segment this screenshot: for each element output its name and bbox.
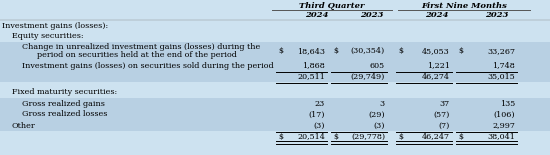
Text: 1,748: 1,748 (492, 62, 515, 69)
Text: Change in unrealized investment gains (losses) during the: Change in unrealized investment gains (l… (22, 43, 260, 51)
Text: (29,749): (29,749) (351, 73, 385, 80)
Text: 46,274: 46,274 (422, 73, 450, 80)
Text: (29,778): (29,778) (351, 133, 385, 140)
Text: Fixed maturity securities:: Fixed maturity securities: (12, 89, 117, 97)
Text: Gross realized losses: Gross realized losses (22, 111, 107, 119)
Text: 38,041: 38,041 (487, 133, 515, 140)
Text: First Nine Months: First Nine Months (421, 2, 507, 10)
Text: 45,053: 45,053 (422, 47, 450, 55)
Text: Gross realized gains: Gross realized gains (22, 100, 105, 108)
Text: 2024: 2024 (305, 11, 329, 19)
FancyBboxPatch shape (0, 20, 550, 31)
Text: $: $ (398, 133, 403, 140)
Text: period on securities held at the end of the period: period on securities held at the end of … (22, 51, 237, 59)
Text: Other: Other (12, 122, 36, 129)
Text: 2023: 2023 (360, 11, 384, 19)
FancyBboxPatch shape (0, 131, 550, 142)
Text: 1,868: 1,868 (302, 62, 325, 69)
Text: (17): (17) (309, 111, 325, 119)
Text: $: $ (398, 47, 403, 55)
Text: 605: 605 (370, 62, 385, 69)
Text: Third Quarter: Third Quarter (299, 2, 365, 10)
FancyBboxPatch shape (0, 71, 550, 82)
Text: (29): (29) (368, 111, 385, 119)
FancyBboxPatch shape (0, 0, 550, 20)
Text: 2024: 2024 (425, 11, 449, 19)
Text: 18,643: 18,643 (297, 47, 325, 55)
Text: 46,247: 46,247 (422, 133, 450, 140)
Text: 20,514: 20,514 (297, 133, 325, 140)
FancyBboxPatch shape (0, 82, 550, 87)
Text: (57): (57) (433, 111, 450, 119)
Text: 20,511: 20,511 (297, 73, 325, 80)
Text: 37: 37 (440, 100, 450, 108)
Text: 2023: 2023 (485, 11, 509, 19)
Text: 3: 3 (380, 100, 385, 108)
FancyBboxPatch shape (0, 42, 550, 60)
Text: $: $ (278, 47, 283, 55)
FancyBboxPatch shape (0, 87, 550, 98)
Text: $: $ (278, 133, 283, 140)
Text: $: $ (458, 133, 463, 140)
Text: Investment gains (losses) on securities sold during the period: Investment gains (losses) on securities … (22, 62, 274, 69)
Text: (3): (3) (314, 122, 325, 129)
Text: 23: 23 (315, 100, 325, 108)
Text: Equity securities:: Equity securities: (12, 33, 84, 40)
Text: (3): (3) (373, 122, 385, 129)
FancyBboxPatch shape (0, 31, 550, 42)
Text: $: $ (333, 47, 338, 55)
Text: $: $ (333, 133, 338, 140)
Text: 135: 135 (500, 100, 515, 108)
Text: Investment gains (losses):: Investment gains (losses): (2, 22, 108, 29)
FancyBboxPatch shape (0, 98, 550, 109)
Text: (7): (7) (439, 122, 450, 129)
FancyBboxPatch shape (0, 60, 550, 71)
Text: (30,354): (30,354) (351, 47, 385, 55)
FancyBboxPatch shape (0, 109, 550, 120)
Text: 35,015: 35,015 (487, 73, 515, 80)
Text: 2,997: 2,997 (492, 122, 515, 129)
Text: (106): (106) (493, 111, 515, 119)
FancyBboxPatch shape (0, 120, 550, 131)
Text: 1,221: 1,221 (427, 62, 450, 69)
Text: $: $ (458, 47, 463, 55)
Text: 33,267: 33,267 (487, 47, 515, 55)
